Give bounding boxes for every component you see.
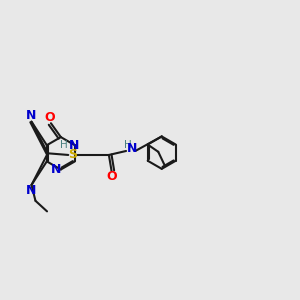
Text: O: O [44,111,55,124]
Text: H: H [124,140,131,150]
Text: S: S [68,148,77,161]
Text: O: O [106,170,117,183]
Text: N: N [127,142,137,155]
Text: N: N [26,184,37,197]
Text: N: N [26,109,37,122]
Text: H: H [60,140,68,150]
Text: N: N [51,163,61,176]
Text: N: N [69,139,80,152]
